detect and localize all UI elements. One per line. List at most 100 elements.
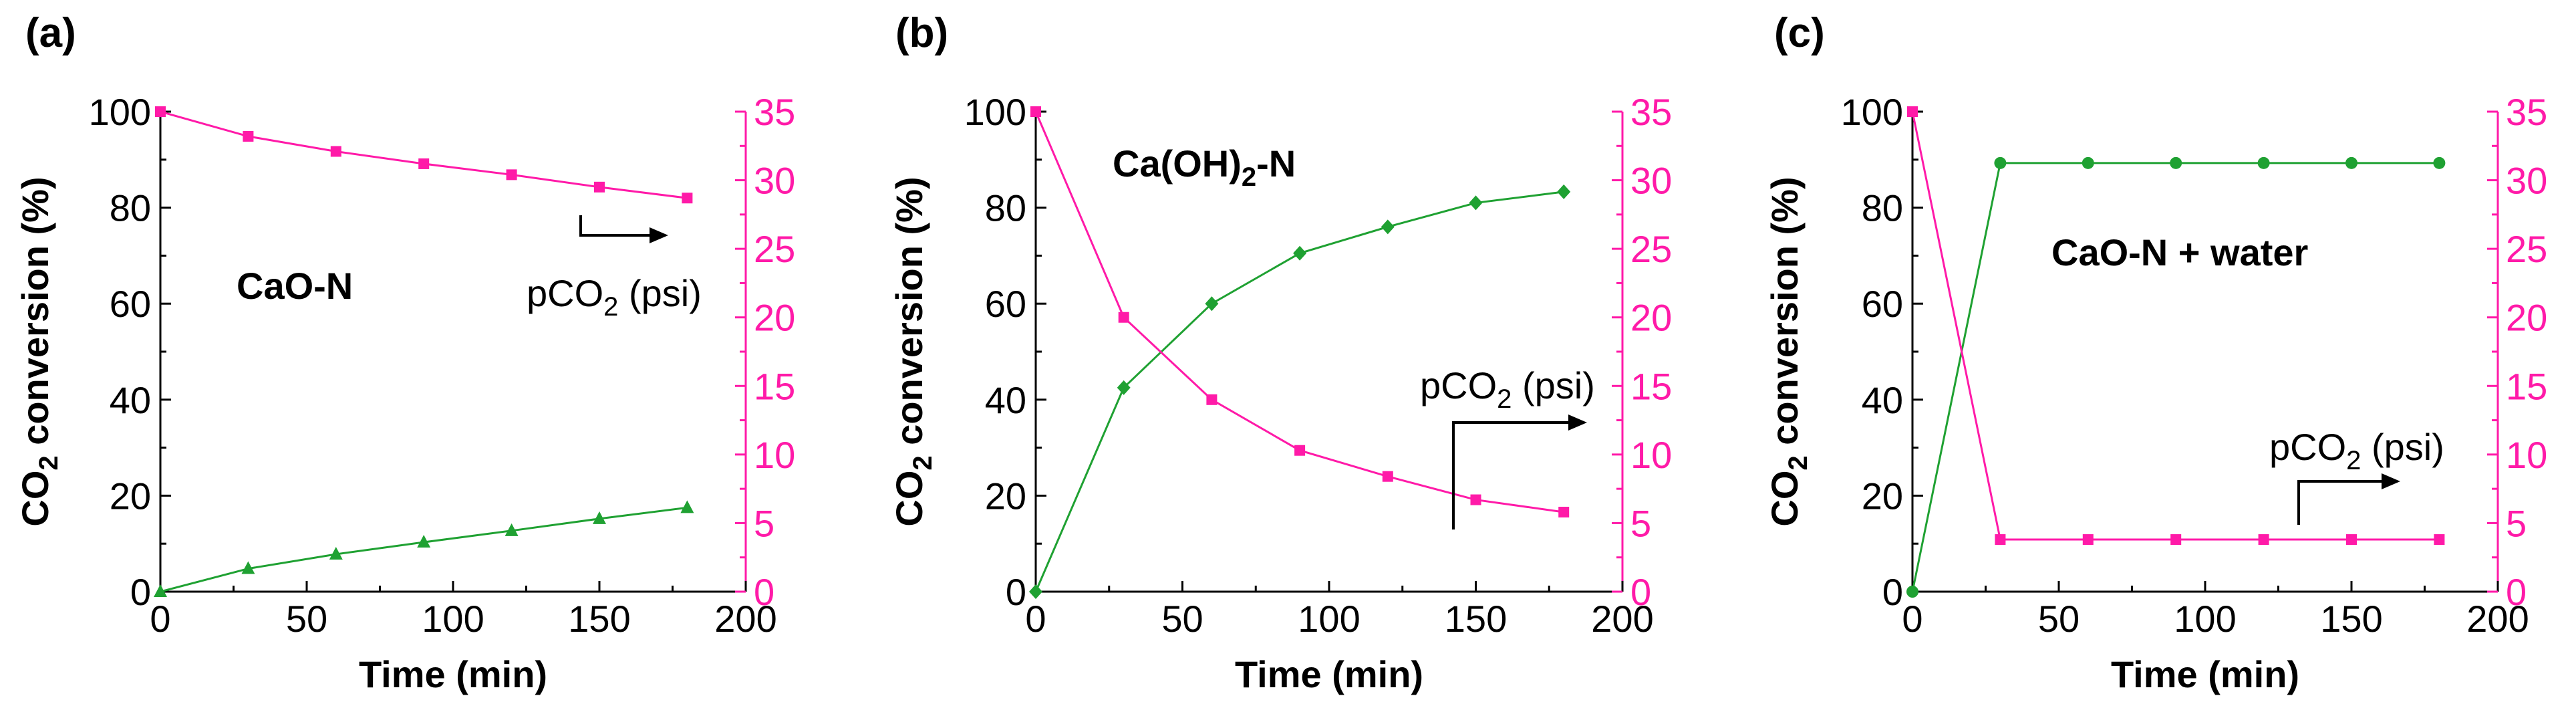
y-tick-label: 0 [1882,571,1903,613]
y2-tick-label: 5 [2506,502,2527,544]
pressure-data-point [1995,534,2006,546]
y-tick-label: 20 [110,475,151,517]
conversion-data-point [680,500,694,513]
y2-tick-label: 10 [754,434,795,476]
x-axis-title: Time (min) [359,653,547,695]
conversion-data-point [1117,380,1131,395]
pressure-data-point [243,130,254,142]
y-axis-title: CO2 conversion (%) [14,176,63,526]
y-tick-label: 20 [985,475,1026,517]
y2-tick-label: 30 [1630,160,1672,202]
y2-tick-label: 30 [2506,160,2547,202]
y-tick-label: 40 [1862,379,1903,421]
y2-tick-label: 10 [1630,434,1672,476]
conversion-data-point [2257,156,2270,169]
pressure-data-point [1470,494,1481,505]
conversion-data-point [2170,156,2182,169]
x-tick-label: 200 [2466,598,2529,640]
y-axis-title-main: CO [1763,471,1806,527]
y2-tick-label: 35 [754,91,795,133]
y-axis-title-rest: conversion (%) [888,176,930,455]
conversion-data-point [1906,586,1918,598]
conversion-data-point [1029,584,1042,599]
pressure-data-point [155,106,166,117]
pressure-series-line [160,110,688,199]
pressure-data-point [594,181,605,193]
pco2-label: pCO2 (psi) [2269,426,2444,475]
conversion-data-point [241,561,255,574]
x-tick-label: 50 [286,598,327,640]
x-tick-label: 150 [2320,598,2382,640]
conversion-data-point [1469,195,1483,211]
x-tick-label: 50 [2038,598,2080,640]
pco2-label-sub: 2 [1497,384,1512,414]
y-tick-label: 40 [985,379,1026,421]
y-tick-label: 80 [985,187,1026,229]
y-tick-label: 80 [1862,187,1903,229]
pco2-label-rest: (psi) [1512,364,1594,406]
y-axis-title: CO2 conversion (%) [888,176,938,526]
y-axis-title: CO2 conversion (%) [1763,176,1813,526]
x-axis-title: Time (min) [2111,653,2299,695]
pressure-data-point [1382,471,1393,482]
y2-tick-label: 5 [754,502,774,544]
pressure-data-point [418,158,430,169]
pco2-label-main: pCO [527,272,603,314]
conversion-data-point [593,511,606,524]
conversion-data-point [417,535,431,548]
pco2-label: pCO2 (psi) [1420,364,1595,414]
pressure-data-point [682,193,693,204]
pco2-label-main: pCO [1420,364,1497,406]
x-tick-label: 0 [1025,598,1046,640]
x-tick-label: 150 [568,598,630,640]
y-axis-title-sub: 2 [34,455,63,470]
conversion-data-point [2082,156,2094,169]
y2-tick-label: 35 [2506,91,2547,133]
inset-label: CaO-N + water [2051,231,2308,273]
chart-panel-b: (b)0 50 100 150 2000204060801000510152025303… [888,10,1672,695]
conversion-data-point [154,584,167,597]
conversion-data-point [1381,219,1395,235]
y2-tick-label: 20 [754,297,795,339]
y-axis-title-sub: 2 [1783,455,1813,470]
y2-tick-label: 25 [754,228,795,270]
y-tick-label: 0 [1006,571,1026,613]
pressure-data-point [2434,534,2445,546]
y-tick-label: 60 [985,283,1026,325]
y-tick-label: 100 [964,91,1026,133]
y-axis-title-main: CO [888,471,930,527]
y-tick-label: 80 [110,187,151,229]
pco2-label-main: pCO [2269,426,2346,468]
y2-tick-label: 15 [1630,365,1672,407]
pco2-label-sub: 2 [2346,446,2361,475]
y-axis-title-rest: conversion (%) [14,176,56,455]
conversion-data-point [505,523,519,536]
y2-tick-label: 25 [1630,228,1672,270]
pco2-label: pCO2 (psi) [527,272,702,322]
conversion-series-line [160,506,688,593]
arrow-head-icon [650,227,668,243]
conversion-data-point [1293,245,1307,261]
chart-panel-a: (a)0 50 100 150 2000204060801000510152025303… [14,10,795,695]
y-tick-label: 100 [1841,91,1903,133]
y2-tick-label: 15 [754,365,795,407]
y-tick-label: 40 [110,379,151,421]
y2-tick-label: 10 [2506,434,2547,476]
y-axis-title-rest: conversion (%) [1763,176,1806,455]
y-tick-label: 0 [130,571,151,613]
pco2-label-sub: 2 [603,292,618,322]
arrow-head-icon [1568,414,1587,431]
y2-tick-label: 35 [1630,91,1672,133]
y2-tick-label: 30 [754,160,795,202]
chart-panel-c: (c)0 50 100 150 2000204060801000510152025303… [1763,10,2547,695]
arrow-line [579,215,652,237]
inset-label-main: Ca(OH) [1113,142,1242,185]
pressure-data-point [1030,106,1041,117]
x-tick-label: 50 [1161,598,1203,640]
x-tick-label: 200 [1591,598,1653,640]
y2-tick-label: 25 [2506,228,2547,270]
y2-tick-label: 15 [2506,365,2547,407]
inset-label: CaO-N [237,265,353,307]
conversion-series-line [1911,162,2440,592]
